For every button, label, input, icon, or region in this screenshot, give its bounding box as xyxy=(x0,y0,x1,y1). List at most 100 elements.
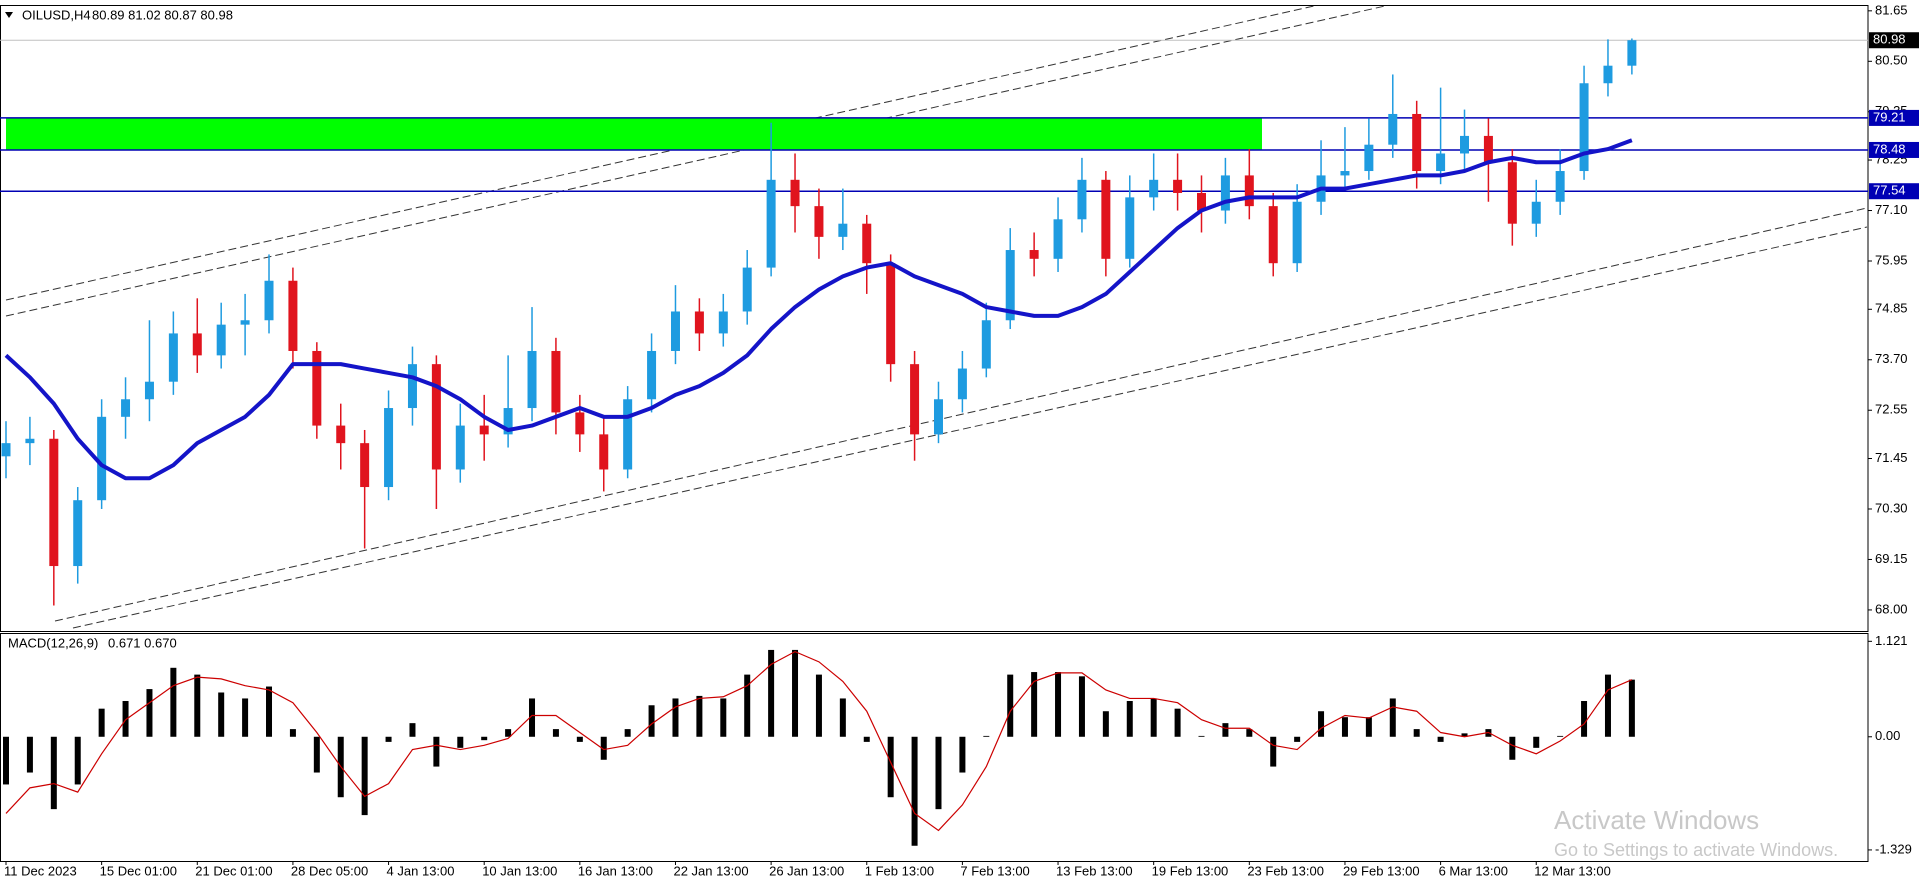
macd-bar xyxy=(1318,711,1325,737)
candle-body xyxy=(455,425,465,470)
macd-bar xyxy=(648,705,655,737)
candle-body xyxy=(1029,250,1039,259)
y-tick-label: 75.95 xyxy=(1875,252,1908,267)
macd-title: MACD(12,26,9) xyxy=(8,635,98,650)
macd-bar xyxy=(361,736,368,816)
x-tick-label: 6 Mar 13:00 xyxy=(1439,863,1508,878)
candle-body xyxy=(1077,179,1087,220)
macd-readout: 0.671 0.670 xyxy=(108,635,177,650)
menu-arrow[interactable] xyxy=(5,12,13,18)
candle-body xyxy=(1340,171,1350,176)
candle-body xyxy=(1364,144,1374,172)
candle-body xyxy=(718,311,728,334)
macd-bar xyxy=(457,736,464,748)
price-label: 78.48 xyxy=(1873,141,1906,156)
x-tick-label: 11 Dec 2023 xyxy=(4,863,77,878)
macd-bar xyxy=(122,701,129,737)
x-tick-label: 29 Feb 13:00 xyxy=(1343,863,1420,878)
macd-bar xyxy=(1533,736,1540,748)
x-tick-label: 12 Mar 13:00 xyxy=(1534,863,1611,878)
candle-body xyxy=(1197,192,1206,211)
candle-body xyxy=(431,364,441,470)
x-tick-label: 7 Feb 13:00 xyxy=(960,863,1029,878)
candle-body xyxy=(168,333,178,382)
candle-body xyxy=(910,364,920,435)
macd-bar xyxy=(600,736,607,760)
macd-bar xyxy=(505,729,512,737)
macd-bar xyxy=(1102,711,1109,737)
candle-body xyxy=(1149,179,1159,198)
candle-body xyxy=(790,179,800,207)
candle-body xyxy=(1412,113,1422,172)
macd-bar xyxy=(3,736,9,785)
candle-body xyxy=(623,399,633,470)
supply-zone xyxy=(6,117,1262,150)
candle-body xyxy=(97,416,107,501)
macd-bar xyxy=(1246,729,1253,737)
candle-body xyxy=(312,350,322,426)
macd-bar xyxy=(815,674,822,737)
candle-body xyxy=(1,443,11,457)
price-label-box xyxy=(1869,32,1919,49)
candle-body xyxy=(694,311,704,334)
channel-line xyxy=(72,226,1868,629)
x-tick-label: 21 Dec 01:00 xyxy=(195,863,272,878)
candle-body xyxy=(288,280,298,351)
candle-body xyxy=(73,500,83,567)
macd-bar xyxy=(935,736,942,810)
price-label-box xyxy=(1869,183,1919,200)
macd-bar xyxy=(242,698,249,737)
macd-bar xyxy=(959,736,966,773)
macd-bar xyxy=(1198,735,1205,737)
macd-bar xyxy=(481,736,488,741)
candle-body xyxy=(838,223,848,237)
candle-body xyxy=(1268,206,1278,264)
candle-body xyxy=(647,350,657,400)
y-tick-label: 71.45 xyxy=(1875,450,1908,465)
macd-bar xyxy=(911,736,918,846)
macd-bar xyxy=(409,723,416,737)
candle-body xyxy=(957,368,967,400)
candle-body xyxy=(1555,171,1565,202)
candle-body xyxy=(862,223,872,264)
macd-bar xyxy=(50,736,57,810)
price-label: 77.54 xyxy=(1873,183,1906,198)
macd-bar xyxy=(1341,717,1348,737)
x-tick-label: 15 Dec 01:00 xyxy=(100,863,177,878)
y-tick-label: 73.70 xyxy=(1875,351,1908,366)
x-tick-label: 26 Jan 13:00 xyxy=(769,863,844,878)
macd-bar xyxy=(194,674,201,737)
price-label-box xyxy=(1869,109,1919,126)
macd-bar xyxy=(433,736,440,767)
candle-body xyxy=(479,425,489,435)
candle-body xyxy=(1244,175,1254,207)
y-tick-label: -1.329 xyxy=(1875,841,1912,856)
macd-bar xyxy=(1604,674,1611,737)
y-tick-label: 0.00 xyxy=(1875,728,1900,743)
candle-body xyxy=(551,350,561,413)
candle-body xyxy=(360,443,370,488)
x-tick-label: 13 Feb 13:00 xyxy=(1056,863,1133,878)
macd-bar xyxy=(1509,736,1516,760)
candle-body xyxy=(1436,153,1446,172)
x-tick-label: 19 Feb 13:00 xyxy=(1152,863,1229,878)
candle-body xyxy=(1053,219,1063,259)
macd-bar xyxy=(624,729,631,737)
macd-bar xyxy=(266,686,273,737)
macd-bar xyxy=(696,695,703,737)
macd-bar xyxy=(1174,708,1181,737)
macd-bar xyxy=(313,736,320,773)
candle-body xyxy=(599,434,609,470)
macd-bar xyxy=(983,735,990,737)
y-tick-label: 77.10 xyxy=(1875,202,1908,217)
candle-body xyxy=(814,206,824,237)
macd-bar xyxy=(98,708,105,737)
candle-body xyxy=(264,280,274,321)
y-tick-label: 81.65 xyxy=(1875,2,1908,17)
candle-body xyxy=(527,350,537,409)
candle-body xyxy=(933,399,943,435)
y-tick-label: 1.121 xyxy=(1875,633,1908,648)
candle-body xyxy=(886,263,896,365)
channel-lines xyxy=(5,5,1868,629)
candle-body xyxy=(766,179,776,268)
